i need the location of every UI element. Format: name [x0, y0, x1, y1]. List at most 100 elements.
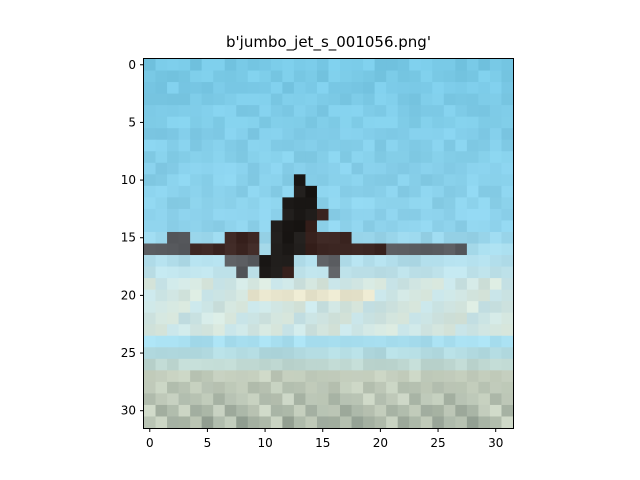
image-pixel — [489, 255, 503, 268]
image-pixel — [190, 393, 203, 406]
image-pixel — [351, 174, 364, 187]
image-pixel — [409, 208, 422, 222]
image-pixel — [340, 358, 353, 371]
image-pixel — [178, 358, 191, 371]
image-pixel — [420, 381, 433, 395]
image-pixel — [305, 266, 318, 279]
image-pixel — [144, 93, 157, 106]
image-pixel — [455, 185, 468, 198]
image-pixel — [316, 128, 330, 141]
image-pixel — [432, 243, 445, 256]
image-pixel — [224, 347, 237, 360]
image-pixel — [351, 185, 364, 198]
image-pixel — [340, 93, 353, 106]
image-pixel — [374, 416, 387, 429]
image-pixel — [501, 358, 514, 371]
image-pixel — [409, 255, 422, 268]
image-pixel — [374, 220, 387, 233]
image-pixel — [374, 404, 387, 418]
image-pixel — [167, 393, 180, 406]
image-pixel — [155, 185, 168, 198]
image-pixel — [293, 59, 307, 72]
image-pixel — [455, 162, 468, 175]
image-pixel — [213, 151, 226, 164]
image-pixel — [167, 312, 180, 325]
image-pixel — [293, 416, 307, 429]
image-pixel — [478, 347, 491, 360]
image-pixel — [489, 82, 503, 95]
image-pixel — [236, 278, 249, 291]
image-pixel — [236, 139, 249, 152]
image-pixel — [190, 266, 203, 279]
image-pixel — [386, 59, 399, 72]
image-pixel — [144, 416, 157, 429]
image-pixel — [305, 393, 318, 406]
image-pixel — [201, 105, 214, 118]
image-pixel — [409, 301, 422, 314]
image-pixel — [155, 404, 168, 418]
image-pixel — [213, 197, 226, 210]
image-pixel — [201, 301, 214, 314]
image-pixel — [478, 301, 491, 314]
image-pixel — [397, 105, 410, 118]
image-pixel — [316, 231, 330, 245]
image-pixel — [213, 358, 226, 371]
image-pixel — [455, 197, 468, 210]
image-pixel — [224, 116, 237, 129]
image-pixel — [478, 208, 491, 222]
image-pixel — [213, 59, 226, 72]
image-pixel — [190, 105, 203, 118]
image-pixel — [397, 174, 410, 187]
image-pixel — [190, 197, 203, 210]
image-pixel — [316, 370, 330, 383]
image-pixel — [259, 220, 272, 233]
image-pixel — [501, 128, 514, 141]
image-pixel — [443, 370, 456, 383]
image-pixel — [340, 301, 353, 314]
image-pixel — [374, 312, 387, 325]
image-pixel — [293, 82, 307, 95]
image-pixel — [224, 208, 237, 222]
image-pixel — [270, 208, 283, 222]
x-tick-label: 5 — [204, 436, 212, 450]
image-pixel — [178, 393, 191, 406]
image-pixel — [478, 82, 491, 95]
image-pixel — [167, 370, 180, 383]
image-pixel — [443, 82, 456, 95]
image-pixel — [328, 93, 341, 106]
image-pixel — [247, 416, 260, 429]
image-pixel — [328, 266, 341, 279]
image-pixel — [190, 128, 203, 141]
axes-frame — [143, 58, 514, 429]
image-pixel — [167, 266, 180, 279]
image-pixel — [363, 278, 376, 291]
y-tick-label: 5 — [128, 115, 136, 129]
image-pixel — [213, 370, 226, 383]
image-pixel — [501, 404, 514, 418]
image-pixel — [201, 116, 214, 129]
image-pixel — [409, 93, 422, 106]
image-pixel — [409, 151, 422, 164]
image-pixel — [340, 162, 353, 175]
image-pixel — [374, 278, 387, 291]
image-pixel — [236, 393, 249, 406]
image-pixel — [420, 70, 433, 83]
image-pixel — [397, 370, 410, 383]
image-pixel — [270, 162, 283, 175]
image-pixel — [305, 220, 318, 233]
image-pixel — [478, 278, 491, 291]
image-pixel — [328, 128, 341, 141]
image-pixel — [409, 70, 422, 83]
image-pixel — [247, 347, 260, 360]
image-pixel — [305, 301, 318, 314]
image-pixel — [282, 255, 295, 268]
image-pixel — [236, 404, 249, 418]
image-pixel — [259, 162, 272, 175]
image-pixel — [409, 324, 422, 337]
image-pixel — [201, 289, 214, 302]
image-pixel — [144, 404, 157, 418]
image-pixel — [293, 301, 307, 314]
image-pixel — [478, 70, 491, 83]
image-pixel — [386, 370, 399, 383]
image-pixel — [282, 231, 295, 245]
